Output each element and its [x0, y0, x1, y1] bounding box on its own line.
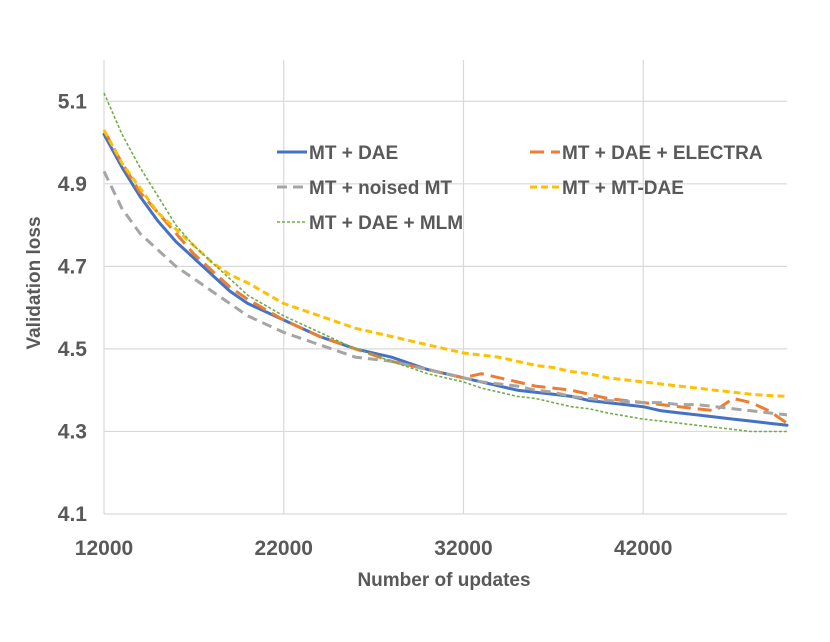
y-tick-label: 5.1	[58, 90, 88, 113]
series-line-mt-noised-mt	[102, 170, 788, 417]
legend-item: MT + DAE + MLM	[277, 213, 463, 234]
legend: MT + DAE MT + DAE + ELECTRA MT + noised MT…	[277, 143, 763, 234]
legend-label: MT + DAE + ELECTRA	[562, 143, 763, 164]
legend-label: MT + MT-DAE	[562, 178, 684, 199]
x-tick-label: 22000	[255, 537, 313, 560]
legend-label: MT + DAE + MLM	[309, 213, 463, 234]
legend-item: MT + DAE + ELECTRA	[530, 143, 763, 164]
series-line-mt-mt-dae	[102, 129, 788, 398]
legend-item: MT + DAE	[277, 143, 398, 164]
series-layer	[102, 92, 789, 433]
series-line-mt-dae	[102, 132, 789, 427]
legend-label: MT + noised MT	[309, 178, 452, 199]
y-tick-label: 4.1	[58, 503, 88, 526]
y-tick-label: 4.3	[58, 420, 87, 443]
series-line-mt-dae-mlm	[103, 92, 787, 433]
x-axis-title: Number of updates	[357, 570, 530, 591]
x-tick-label: 42000	[614, 537, 672, 560]
series-line-mt-dae-electra	[102, 129, 788, 425]
y-axis-title: Validation loss	[24, 216, 45, 349]
y-tick-label: 4.9	[58, 173, 87, 196]
legend-label: MT + DAE	[309, 143, 398, 164]
x-tick-label: 32000	[434, 537, 492, 560]
legend-item: MT + MT-DAE	[530, 178, 684, 199]
y-tick-label: 4.5	[58, 338, 88, 361]
legend-item: MT + noised MT	[277, 178, 452, 199]
x-tick-label: 12000	[75, 537, 133, 560]
y-tick-label: 4.7	[58, 255, 87, 278]
tick-labels: 4.1 4.3 4.5 4.7 4.9 5.1 12000 22000 32000 42000	[58, 90, 673, 560]
gridlines	[103, 60, 787, 515]
